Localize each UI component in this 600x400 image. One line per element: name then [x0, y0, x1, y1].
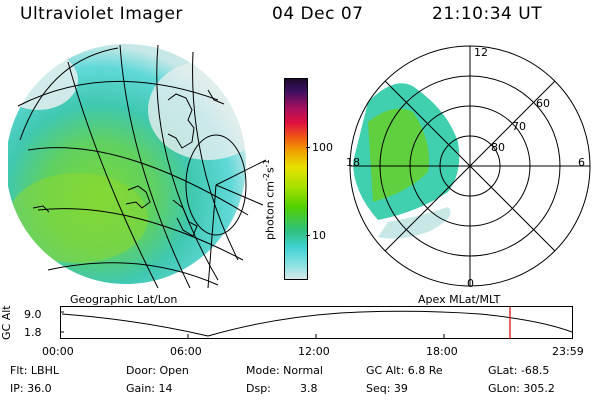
colorbar-unit-label: photon cm-2s-1 — [262, 159, 277, 240]
x-tick-0000: 00:00 — [42, 345, 74, 358]
mlt-12-label: 12 — [474, 46, 488, 59]
altitude-plot — [60, 306, 573, 339]
door-info: Door: Open — [126, 364, 189, 377]
x-tick-1800: 18:00 — [426, 345, 458, 358]
colorbar-tick-mark-10 — [306, 235, 310, 236]
altitude-y-top: 9.0 — [24, 308, 42, 321]
lat-70-label: 70 — [512, 120, 526, 133]
apex-panel-label: Apex MLat/MLT — [418, 293, 501, 306]
colorbar-tick-10: 10 — [312, 229, 326, 242]
flt-info: Flt: LBHL — [10, 364, 59, 377]
lat-80-label: 80 — [491, 141, 505, 154]
gain-info: Gain: 14 — [126, 382, 173, 395]
mlt-0-label: 0 — [467, 277, 474, 290]
colorbar — [284, 78, 308, 280]
gcalt-info: GC Alt: 6.8 Re — [366, 364, 443, 377]
dsp-label: Dsp: — [246, 382, 271, 395]
x-tick-2359: 23:59 — [552, 345, 584, 358]
date-label: 04 Dec 07 — [272, 4, 364, 24]
mlt-18-label: 18 — [346, 156, 360, 169]
altitude-ylabel: GC Alt — [0, 305, 13, 340]
seq-info: Seq: 39 — [366, 382, 408, 395]
geographic-panel-label: Geographic Lat/Lon — [70, 293, 178, 306]
lat-60-label: 60 — [536, 97, 550, 110]
colorbar-tick-100: 100 — [312, 141, 333, 154]
apex-polar-plot — [349, 45, 591, 287]
glon-info: GLon: 305.2 — [488, 382, 555, 395]
time-label: 21:10:34 UT — [432, 4, 543, 24]
x-tick-1200: 12:00 — [298, 345, 330, 358]
x-tick-0600: 06:00 — [170, 345, 202, 358]
altitude-y-bottom: 1.8 — [24, 326, 42, 339]
page-title: Ultraviolet Imager — [20, 4, 183, 24]
ip-info: IP: 36.0 — [10, 382, 52, 395]
mlt-6-label: 6 — [578, 156, 585, 169]
colorbar-tick-mark-100 — [306, 147, 310, 148]
geographic-image — [8, 44, 267, 289]
dsp-value: 3.8 — [300, 382, 318, 395]
glat-info: GLat: -68.5 — [488, 364, 550, 377]
mode-info: Mode: Normal — [246, 364, 323, 377]
